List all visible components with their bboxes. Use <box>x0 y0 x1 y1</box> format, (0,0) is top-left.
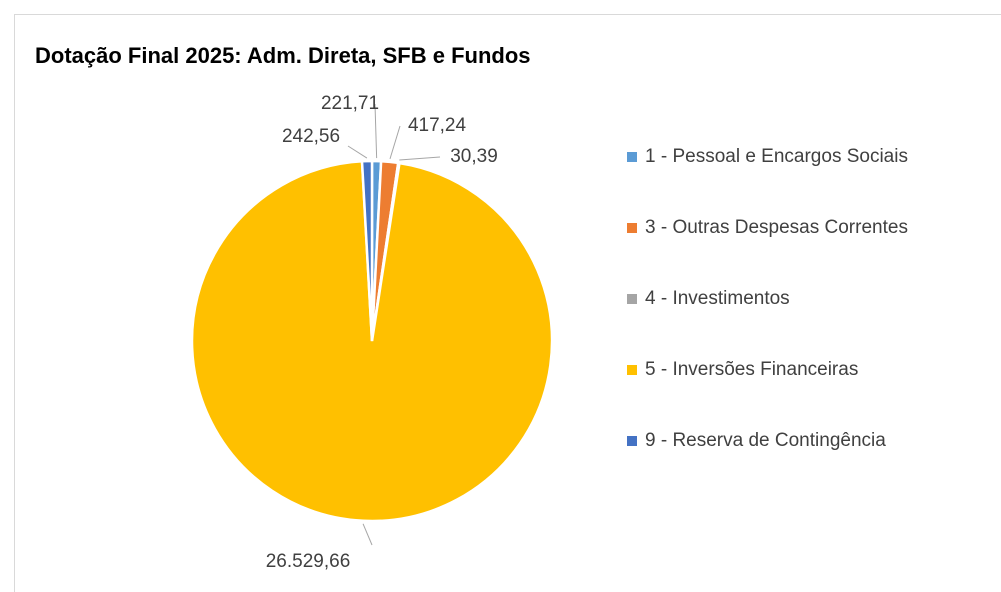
legend-label: 4 - Investimentos <box>645 288 790 309</box>
data-label: 417,24 <box>408 115 467 136</box>
data-label: 30,39 <box>450 146 498 167</box>
leader-line <box>374 103 378 159</box>
legend-swatch <box>627 152 637 162</box>
data-label: 221,71 <box>321 93 379 114</box>
legend-swatch <box>627 365 637 375</box>
legend-swatch <box>627 294 637 304</box>
legend-label: 5 - Inversões Financeiras <box>645 359 858 380</box>
leader-line <box>399 156 441 161</box>
chart-title: Dotação Final 2025: Adm. Direta, SFB e F… <box>35 43 531 68</box>
leader-line <box>362 523 373 546</box>
legend-swatch <box>627 223 637 233</box>
pie-slice <box>360 159 374 342</box>
legend-label: 9 - Reserva de Contingência <box>645 430 886 451</box>
leader-line <box>389 125 401 160</box>
leader-line <box>347 145 368 159</box>
pie-slice <box>190 159 554 523</box>
legend-label: 1 - Pessoal e Encargos Sociais <box>645 146 908 167</box>
legend-swatch <box>627 436 637 446</box>
data-label: 242,56 <box>282 126 340 147</box>
data-label: 26.529,66 <box>266 551 351 572</box>
legend-label: 3 - Outras Despesas Correntes <box>645 217 908 238</box>
